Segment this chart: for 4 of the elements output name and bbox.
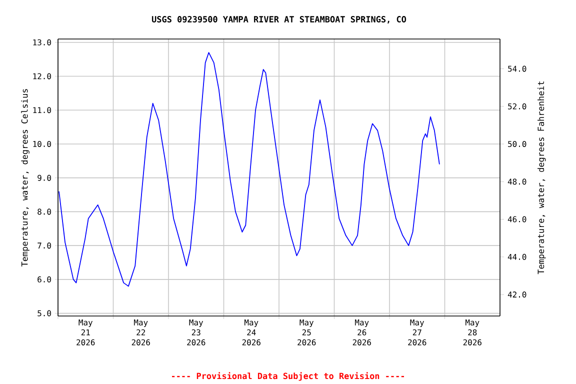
chart-title: USGS 09239500 YAMPA RIVER AT STEAMBOAT SPRINGS, CO bbox=[152, 16, 406, 24]
y2-axis-title: Temperature, water, degrees Fahrenheit bbox=[538, 81, 546, 274]
text: ---- Provisional Data Subject to Revision ---- bbox=[172, 372, 404, 381]
y-axis-title: Temperature, water, degrees Celsius bbox=[21, 89, 30, 267]
